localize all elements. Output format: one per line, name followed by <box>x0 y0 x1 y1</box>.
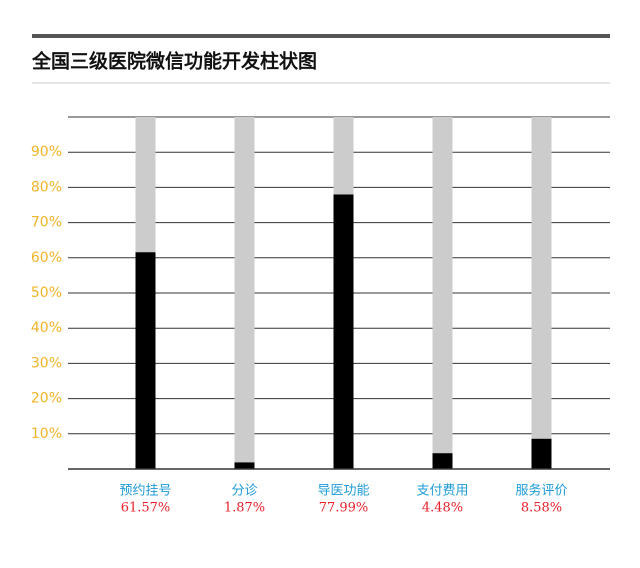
bar <box>333 194 354 469</box>
chart-title: 全国三级医院微信功能开发柱状图 <box>31 50 317 73</box>
bar <box>432 453 453 469</box>
x-tick-label: 分诊 <box>231 484 257 499</box>
bar <box>531 438 552 469</box>
y-tick-label: 60% <box>31 250 62 266</box>
x-tick-label: 预约挂号 <box>119 484 171 499</box>
y-tick-label: 30% <box>31 355 62 371</box>
bar <box>234 462 255 469</box>
bar-track <box>234 117 255 469</box>
y-tick-label: 50% <box>31 285 62 301</box>
value-label: 1.87% <box>224 501 265 516</box>
x-tick-label: 导医功能 <box>317 484 369 499</box>
x-tick-label: 支付费用 <box>416 484 468 499</box>
value-label: 61.57% <box>121 501 171 516</box>
x-tick-label: 服务评价 <box>515 483 567 499</box>
value-label: 77.99% <box>319 501 369 516</box>
y-tick-label: 10% <box>31 426 62 442</box>
bar-track <box>432 117 453 469</box>
y-tick-label: 90% <box>31 144 62 160</box>
y-tick-label: 40% <box>31 320 62 336</box>
value-label: 8.58% <box>521 501 562 516</box>
bar <box>135 252 156 469</box>
value-label: 4.48% <box>422 501 463 516</box>
y-tick-label: 80% <box>31 179 62 195</box>
y-tick-label: 20% <box>31 391 62 407</box>
bar-track <box>531 117 552 469</box>
y-tick-label: 70% <box>31 215 62 231</box>
